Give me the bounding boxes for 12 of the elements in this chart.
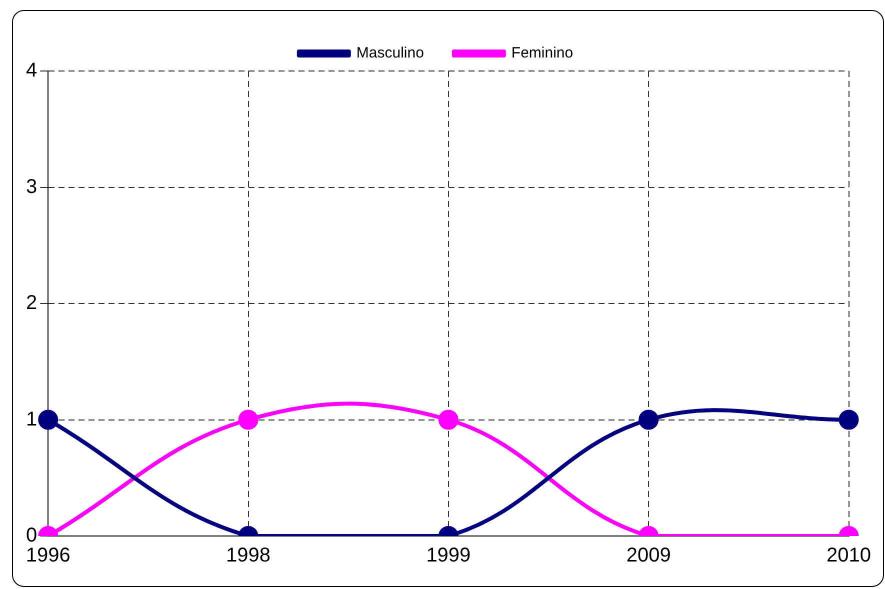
x-tick-label: 2009 <box>626 544 671 567</box>
legend-label: Feminino <box>511 44 574 62</box>
y-tick-label: 2 <box>26 292 38 314</box>
y-tick-label: 0 <box>26 524 38 547</box>
x-tick-label: 2010 <box>826 544 872 567</box>
x-tick-label: 1999 <box>426 544 471 567</box>
x-tick-label: 1996 <box>26 544 70 567</box>
x-tick-label: 1998 <box>226 544 271 567</box>
legend-label: Masculino <box>356 44 424 62</box>
y-tick-label: 4 <box>26 60 38 82</box>
y-tick-label: 3 <box>26 176 38 198</box>
y-tick-label: 1 <box>26 408 38 430</box>
